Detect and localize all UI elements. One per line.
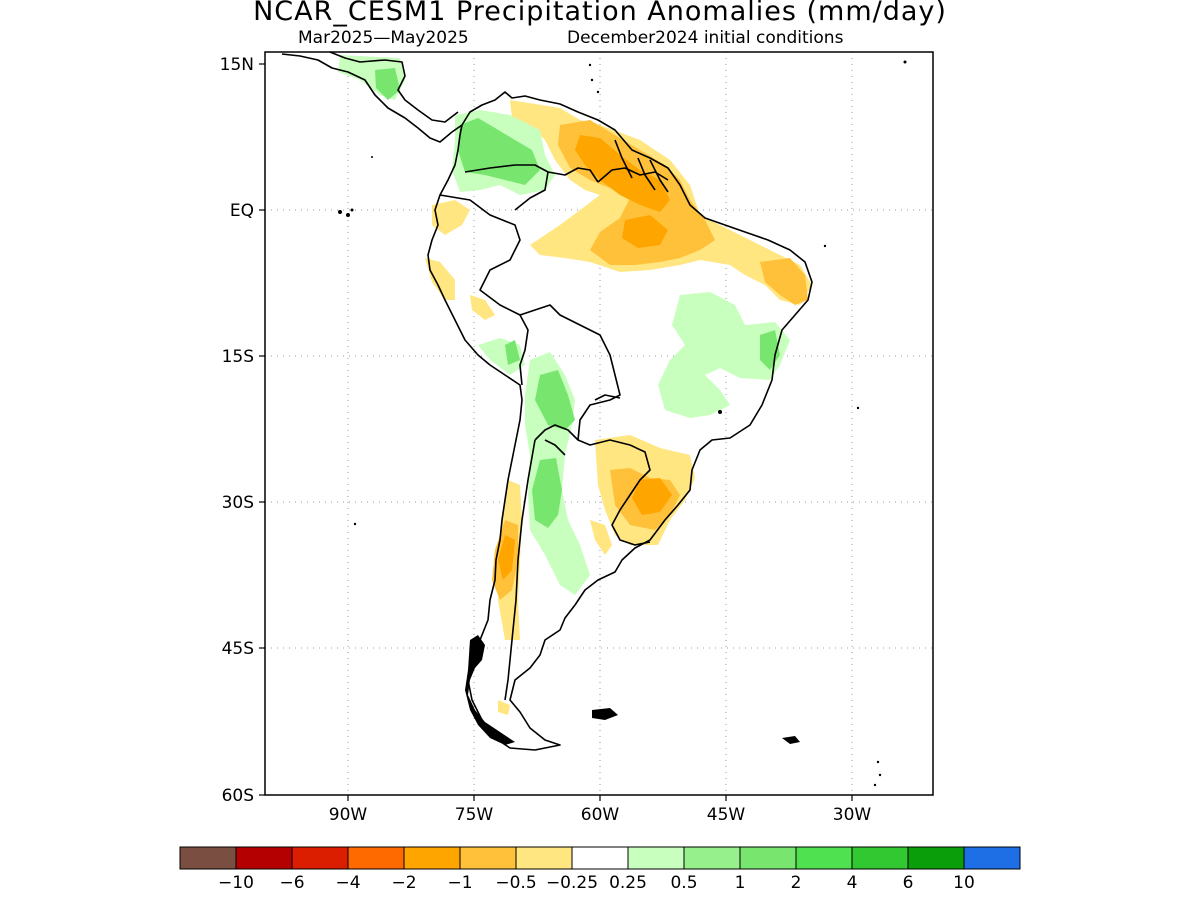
colorbar-label: 6 (903, 873, 914, 893)
colorbar-swatch (795, 846, 853, 870)
islands (338, 60, 907, 787)
colorbar-label: −6 (279, 873, 304, 893)
colorbar-label: −4 (335, 873, 360, 893)
longitude-labels: 90W 75W 60W 45W 30W (329, 805, 872, 825)
axis-ticks (259, 63, 853, 801)
latitude-labels: 15N EQ 15S 30S 45S 60S (220, 55, 254, 806)
colorbar-swatch (963, 846, 1021, 870)
coastlines-and-borders (281, 51, 813, 751)
plot-frame (264, 51, 934, 796)
colorbar-swatch (571, 846, 629, 870)
lon-label-75w: 75W (455, 805, 494, 825)
colorbar-label: 0.25 (609, 873, 647, 893)
lat-label-45s: 45S (222, 639, 254, 659)
colorbar-swatch (627, 846, 685, 870)
colorbar-label: 0.5 (670, 873, 697, 893)
colorbar-swatch (739, 846, 797, 870)
forecast-period: Mar2025—May2025 (298, 28, 469, 48)
lat-label-15s: 15S (222, 347, 254, 367)
dry-strong-region (498, 135, 672, 580)
colorbar-label: 2 (791, 873, 802, 893)
wet-medium-region (375, 68, 780, 528)
lon-label-30w: 30W (833, 805, 872, 825)
colorbar (179, 846, 1021, 870)
colorbar-label: −0.25 (546, 873, 598, 893)
colorbar-swatch (459, 846, 517, 870)
colorbar-label: 1 (735, 873, 746, 893)
lon-label-45w: 45W (707, 805, 746, 825)
colorbar-swatch (907, 846, 965, 870)
colorbar-swatch (515, 846, 573, 870)
colorbar-label: 4 (847, 873, 858, 893)
colorbar-swatch (235, 846, 293, 870)
lat-label-eq: EQ (230, 201, 254, 221)
colorbar-swatch (403, 846, 461, 870)
lon-label-60w: 60W (581, 805, 620, 825)
initial-conditions: December2024 initial conditions (567, 28, 844, 48)
colorbar-label: −10 (218, 873, 254, 893)
lon-label-90w: 90W (329, 805, 368, 825)
colorbar-swatch (179, 846, 237, 870)
lat-label-60s: 60S (222, 786, 254, 806)
colorbar-labels: −10 −6 −4 −2 −1 −0.5 −0.25 0.25 0.5 1 2 4 6 10 (218, 873, 975, 893)
colorbar-label: 10 (953, 873, 975, 893)
colorbar-label: −2 (391, 873, 416, 893)
colorbar-swatch (291, 846, 349, 870)
colorbar-swatch (851, 846, 909, 870)
colorbar-label: −0.5 (495, 873, 536, 893)
colorbar-swatch (347, 846, 405, 870)
map-title: NCAR_CESM1 Precipitation Anomalies (mm/d… (253, 0, 947, 27)
colorbar-label: −1 (447, 873, 472, 893)
anomaly-shading (338, 55, 812, 715)
colorbar-swatch (683, 846, 741, 870)
lat-label-30s: 30S (222, 493, 254, 513)
lat-label-15n: 15N (220, 55, 254, 75)
